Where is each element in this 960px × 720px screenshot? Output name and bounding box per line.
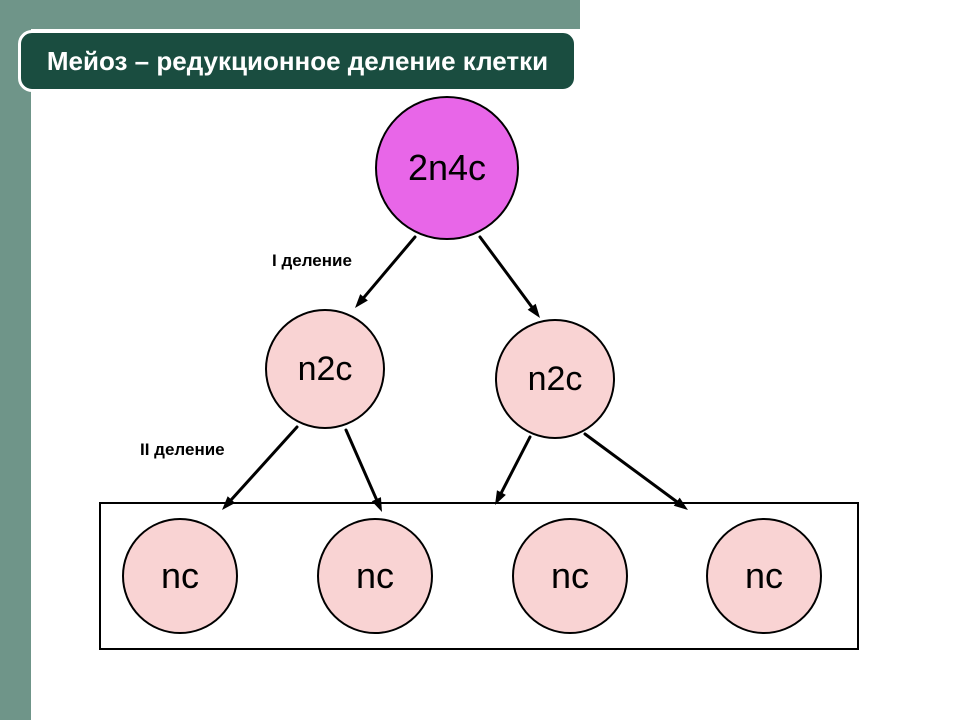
- division-2-text: II деление: [140, 440, 225, 459]
- nc-cell-3: nc: [512, 518, 628, 634]
- mid-right-cell: n2c: [495, 319, 615, 439]
- parent-cell: 2n4c: [375, 96, 519, 240]
- mid-left-cell: n2c: [265, 309, 385, 429]
- division-1-label: I деление: [272, 251, 352, 271]
- nc-cell-1-label: nc: [161, 555, 199, 597]
- nc-cell-4-label: nc: [745, 555, 783, 597]
- division-1-text: I деление: [272, 251, 352, 270]
- nc-cell-2: nc: [317, 518, 433, 634]
- nc-cell-2-label: nc: [356, 555, 394, 597]
- division-2-label: II деление: [140, 440, 225, 460]
- nc-cell-4: nc: [706, 518, 822, 634]
- nc-cell-1: nc: [122, 518, 238, 634]
- top-accent-bar: [0, 0, 580, 29]
- slide-title: Мейоз – редукционное деление клетки: [18, 30, 577, 92]
- mid-right-cell-label: n2c: [528, 360, 583, 399]
- nc-cell-3-label: nc: [551, 555, 589, 597]
- slide-title-text: Мейоз – редукционное деление клетки: [47, 46, 548, 77]
- left-accent-bar: [0, 0, 31, 720]
- parent-cell-label: 2n4c: [408, 147, 486, 189]
- mid-left-cell-label: n2c: [298, 350, 353, 389]
